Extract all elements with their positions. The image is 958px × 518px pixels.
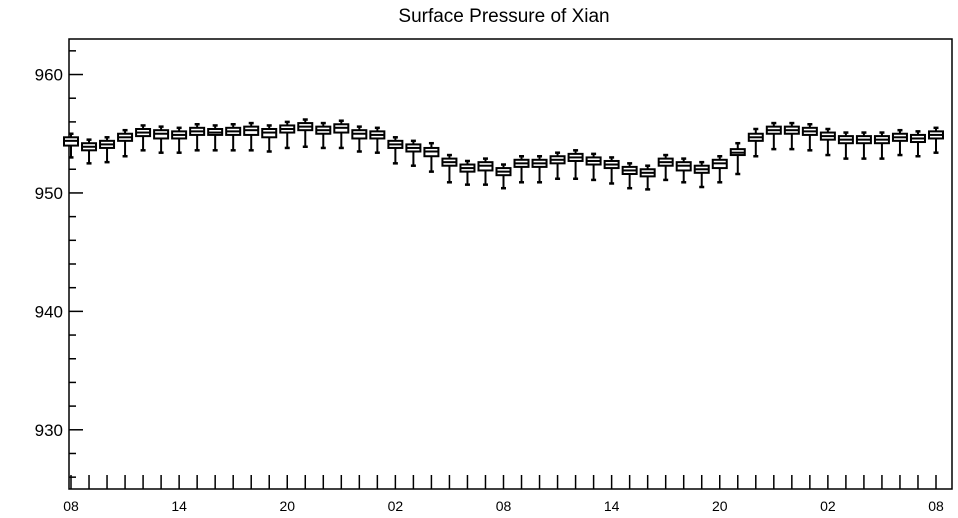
box-item: [297, 118, 314, 149]
box-item: [657, 153, 674, 182]
box-item: [928, 126, 944, 154]
box-item: [189, 123, 206, 152]
box-item: [171, 126, 188, 154]
x-axis: 08 14 20 02 08 14 20 02 08: [63, 475, 944, 514]
y-tick-label: 930: [35, 421, 63, 440]
box-item: [315, 121, 332, 150]
box-item: [873, 131, 890, 160]
box-item: [549, 151, 566, 180]
box-item: [621, 162, 638, 190]
x-tick-label: 14: [604, 498, 620, 514]
box-item: [333, 119, 350, 150]
box-item: [765, 121, 782, 151]
box-item: [117, 128, 134, 158]
box-item: [477, 157, 494, 186]
box-item: [135, 124, 152, 152]
box-item: [495, 163, 512, 190]
box-item: [459, 159, 476, 186]
box-item: [405, 139, 422, 167]
box-item: [63, 132, 79, 159]
box-item: [531, 154, 548, 184]
box-item: [639, 164, 656, 191]
box-item: [801, 123, 818, 152]
y-tick-label: 940: [35, 302, 63, 321]
box-item: [729, 141, 746, 176]
box-item: [513, 154, 530, 184]
box-item: [441, 153, 458, 184]
box-item: [369, 126, 386, 154]
box-item: [783, 121, 800, 151]
box-item: [585, 152, 602, 182]
box-item: [819, 127, 836, 157]
box-item: [711, 154, 728, 184]
plot-frame: [68, 38, 953, 490]
x-tick-label: 08: [496, 498, 512, 514]
box-item: [693, 160, 710, 189]
box-item: [423, 141, 440, 173]
box-item: [837, 131, 854, 160]
box-item: [153, 125, 170, 154]
box-item: [909, 130, 926, 158]
x-tick-label: 14: [171, 498, 187, 514]
box-item: [675, 157, 692, 184]
box-item: [747, 127, 764, 158]
box-item: [243, 121, 260, 152]
chart-title: Surface Pressure of Xian: [398, 6, 609, 27]
box-item: [261, 124, 278, 153]
box-item: [567, 149, 584, 180]
boxplot-series: [63, 118, 944, 191]
x-tick-label: 08: [928, 498, 944, 514]
y-tick-label: 950: [35, 184, 63, 203]
box-item: [387, 136, 404, 165]
box-item: [891, 128, 908, 157]
y-axis: 930 940 950 960: [35, 50, 83, 478]
box-item: [225, 123, 242, 152]
box-item: [603, 156, 620, 185]
box-item: [99, 136, 116, 164]
box-item: [207, 124, 224, 152]
box-item: [351, 125, 368, 153]
y-tick-label: 960: [35, 66, 63, 85]
x-tick-label: 20: [279, 498, 295, 514]
box-item: [279, 120, 296, 150]
x-tick-label: 02: [388, 498, 404, 514]
x-tick-label: 02: [820, 498, 836, 514]
box-item: [855, 131, 872, 160]
x-tick-label: 08: [63, 498, 79, 514]
box-item: [81, 138, 98, 165]
x-tick-label: 20: [712, 498, 728, 514]
